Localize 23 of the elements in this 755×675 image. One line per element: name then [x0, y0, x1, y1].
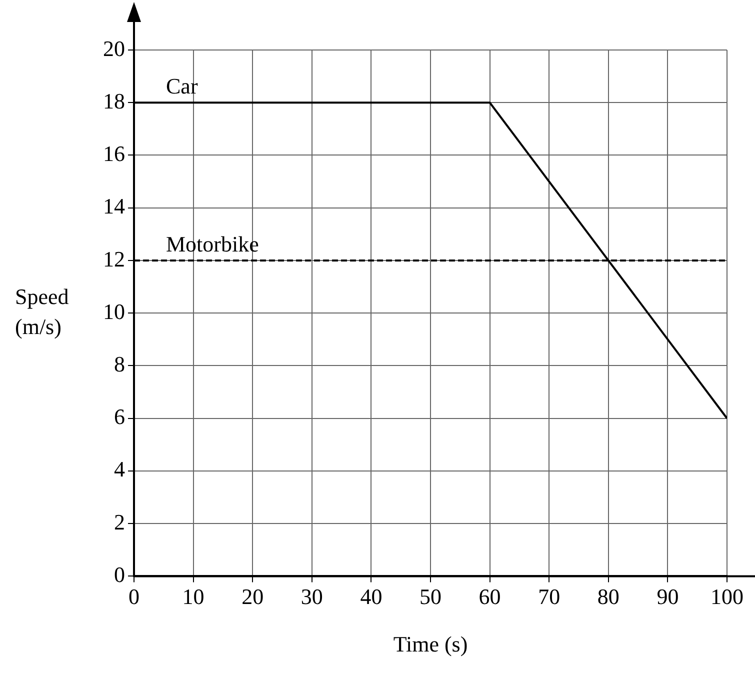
x-tick-label: 90	[656, 584, 679, 610]
x-tick-label: 100	[710, 584, 744, 610]
x-tick-label: 40	[360, 584, 382, 610]
y-tick-label: 2	[114, 509, 125, 534]
y-axis-title: Speed (m/s)	[15, 284, 69, 339]
y-tick-label: 12	[103, 246, 125, 272]
y-tick-label: 14	[103, 194, 125, 219]
x-tick-label: 20	[242, 584, 264, 610]
y-tick-label: 0	[114, 562, 125, 587]
x-tick-label: 30	[300, 584, 323, 610]
y-tick-label: 16	[103, 141, 125, 166]
y-tick-label: 20	[103, 36, 125, 61]
y-tick-label: 10	[103, 298, 125, 324]
x-axis-title: Time (s)	[393, 632, 468, 657]
y-tick-label: 4	[114, 456, 125, 482]
x-tick-label: 60	[478, 584, 501, 610]
y-tick-label: 6	[114, 404, 125, 430]
x-tick-label: 50	[420, 584, 442, 610]
y-tick-label: 18	[103, 88, 125, 114]
x-tick-label: 80	[597, 584, 620, 610]
x-tick-label: 70	[538, 584, 560, 610]
x-tick-label: 10	[182, 584, 204, 610]
y-tick-label: 8	[114, 352, 125, 376]
